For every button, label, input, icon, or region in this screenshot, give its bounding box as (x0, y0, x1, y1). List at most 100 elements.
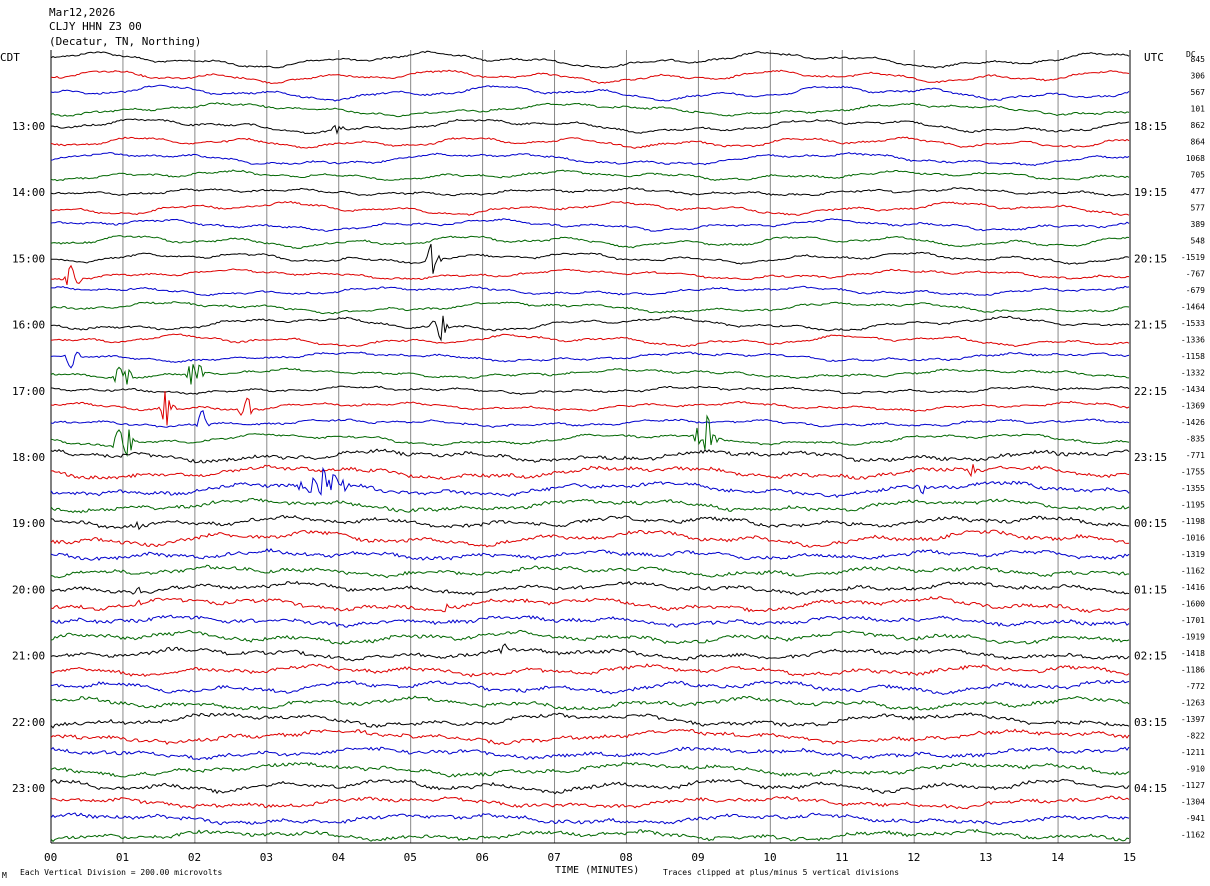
trace-line-35 (50, 629, 1130, 645)
dc-offset-label: 548 (1191, 237, 1206, 246)
trace-line-8 (50, 187, 1130, 197)
left-time-label: 19:00 (12, 517, 45, 530)
dc-offset-label: -1127 (1181, 781, 1205, 790)
dc-offset-label: -679 (1186, 286, 1205, 295)
dc-offset-label: -910 (1186, 765, 1205, 774)
dc-offset-label: -1016 (1181, 534, 1205, 543)
x-tick-label: 02 (188, 851, 201, 864)
dc-offset-label: -1162 (1181, 567, 1205, 576)
trace-line-32 (50, 580, 1130, 596)
left-time-label: 15:00 (12, 252, 45, 265)
dc-offset-labels: 845 306 567 101 862 864 1068 705 477 577 389 548 -15… (1181, 55, 1205, 840)
left-time-label: 18:00 (12, 451, 45, 464)
trace-line-17 (50, 333, 1130, 348)
dc-offset-label: 862 (1191, 121, 1206, 130)
dc-offset-label: -1434 (1181, 385, 1205, 394)
dc-offset-label: -1332 (1181, 369, 1205, 378)
dc-offset-label: 705 (1191, 171, 1206, 180)
dc-offset-label: -1319 (1181, 550, 1205, 559)
left-time-label: 23:00 (12, 782, 45, 795)
right-time-label: 01:15 (1134, 583, 1167, 596)
trace-line-29 (50, 529, 1130, 548)
trace-line-4 (50, 118, 1130, 135)
right-time-label: 03:15 (1134, 716, 1167, 729)
dc-offset-label: -1416 (1181, 583, 1205, 592)
right-time-label: 22:15 (1134, 385, 1167, 398)
dc-offset-label: -1369 (1181, 402, 1205, 411)
x-tick-label: 14 (1051, 851, 1065, 864)
trace-line-20 (50, 385, 1130, 396)
scale-note: Each Vertical Division = 200.00 microvol… (20, 868, 222, 877)
trace-line-14 (51, 285, 1130, 297)
trace-line-6 (50, 152, 1130, 167)
trace-line-24 (50, 448, 1130, 464)
left-time-label: 21:00 (12, 650, 45, 663)
dc-offset-label: -1701 (1181, 616, 1205, 625)
dc-offset-label: 477 (1191, 187, 1206, 196)
trace-line-16 (50, 315, 1130, 342)
dc-offset-label: 1068 (1186, 154, 1205, 163)
x-axis-title: TIME (MINUTES) (555, 865, 639, 876)
trace-line-15 (50, 301, 1130, 315)
trace-line-2 (50, 84, 1130, 102)
dc-offset-label: -1755 (1181, 468, 1205, 477)
dc-offset-label: -1162 (1181, 831, 1205, 840)
x-tick-label: 10 (763, 851, 776, 864)
right-time-labels: 18:15 19:15 20:15 21:15 22:15 23:15 00:15 01:15… (1134, 120, 1167, 795)
right-time-label: 20:15 (1134, 252, 1167, 265)
trace-line-27 (50, 497, 1130, 514)
dc-offset-label: -1519 (1181, 253, 1205, 262)
trace-line-28 (50, 514, 1130, 531)
left-time-label: 17:00 (12, 385, 45, 398)
dc-offset-label: -1533 (1181, 319, 1205, 328)
trace-line-1 (50, 69, 1130, 85)
header-location: (Decatur, TN, Northing) (49, 35, 201, 48)
trace-line-36 (50, 643, 1130, 662)
trace-line-23 (50, 414, 1130, 457)
trace-line-5 (50, 136, 1130, 149)
trace-line-11 (50, 235, 1130, 249)
trace-line-12 (50, 243, 1130, 274)
right-time-label: 21:15 (1134, 319, 1167, 332)
trace-line-43 (50, 761, 1130, 778)
dc-offset-label: -771 (1186, 451, 1205, 460)
right-time-label: 23:15 (1134, 451, 1167, 464)
trace-line-33 (50, 596, 1130, 613)
dc-offset-label: 567 (1191, 88, 1206, 97)
dc-offset-label: -1263 (1181, 699, 1205, 708)
seismic-traces (50, 50, 1130, 843)
x-tick-label: 03 (260, 851, 273, 864)
x-tick-label: 15 (1123, 851, 1136, 864)
trace-line-42 (50, 746, 1130, 761)
dc-offset-label: 864 (1191, 138, 1206, 147)
left-time-label: 22:00 (12, 716, 45, 729)
dc-offset-label: -1464 (1181, 303, 1205, 312)
x-tick-label: 13 (979, 851, 992, 864)
dc-offset-label: -1211 (1181, 748, 1205, 757)
trace-line-44 (50, 778, 1130, 795)
dc-column-label: DC (1186, 50, 1196, 59)
x-tick-label: 11 (835, 851, 848, 864)
dc-offset-label: -1195 (1181, 501, 1205, 510)
x-tick-label: 06 (476, 851, 489, 864)
dc-offset-label: 577 (1191, 204, 1206, 213)
dc-offset-label: -1426 (1181, 418, 1205, 427)
dc-offset-label: -1186 (1181, 666, 1205, 675)
right-timezone-label: UTC (1144, 51, 1164, 64)
trace-line-41 (50, 728, 1130, 746)
left-time-label: 20:00 (12, 583, 45, 596)
x-tick-label: 07 (548, 851, 561, 864)
trace-line-10 (50, 218, 1130, 232)
trace-line-38 (50, 679, 1130, 696)
dc-offset-label: -1198 (1181, 517, 1205, 526)
trace-line-9 (50, 200, 1130, 216)
trace-line-25 (50, 464, 1130, 481)
minute-gridlines (50, 50, 1131, 843)
trace-line-22 (50, 410, 1130, 429)
right-time-label: 18:15 (1134, 120, 1167, 133)
corner-mark: M (2, 871, 7, 880)
left-time-label: 13:00 (12, 120, 45, 133)
dc-offset-label: -835 (1186, 435, 1205, 444)
dc-offset-label: 845 (1191, 55, 1206, 64)
trace-line-46 (50, 812, 1130, 826)
